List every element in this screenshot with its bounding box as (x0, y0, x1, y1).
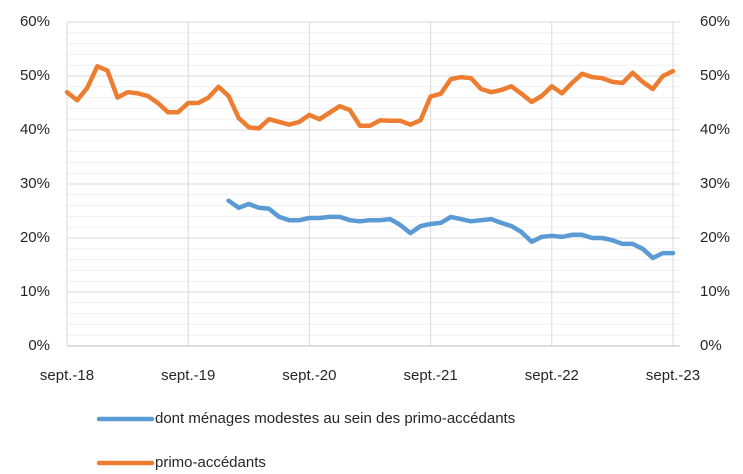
y2-tick-label: 20% (700, 229, 730, 246)
x-tick-label: sept.-18 (40, 367, 94, 384)
x-tick-label: sept.-21 (403, 367, 457, 384)
y-tick-label: 60% (20, 13, 50, 30)
x-tick-label: sept.-22 (525, 367, 579, 384)
y2-tick-label: 60% (700, 13, 730, 30)
x-tick-label: sept.-23 (646, 367, 700, 384)
y2-tick-label: 50% (700, 67, 730, 84)
x-tick-label: sept.-19 (161, 367, 215, 384)
y-tick-label: 30% (20, 175, 50, 192)
y2-tick-label: 40% (700, 121, 730, 138)
y-tick-label: 10% (20, 283, 50, 300)
y-tick-label: 0% (28, 337, 50, 354)
y2-tick-label: 0% (700, 337, 722, 354)
legend-label: primo-accédants (155, 454, 266, 471)
data-line (226, 198, 676, 261)
y2-tick-label: 30% (700, 175, 730, 192)
y-tick-label: 20% (20, 229, 50, 246)
y-tick-label: 40% (20, 121, 50, 138)
data-line (64, 64, 676, 131)
y-tick-label: 50% (20, 67, 50, 84)
legend-label: dont ménages modestes au sein des primo-… (155, 410, 515, 427)
x-tick-label: sept.-20 (282, 367, 336, 384)
y2-tick-label: 10% (700, 283, 730, 300)
